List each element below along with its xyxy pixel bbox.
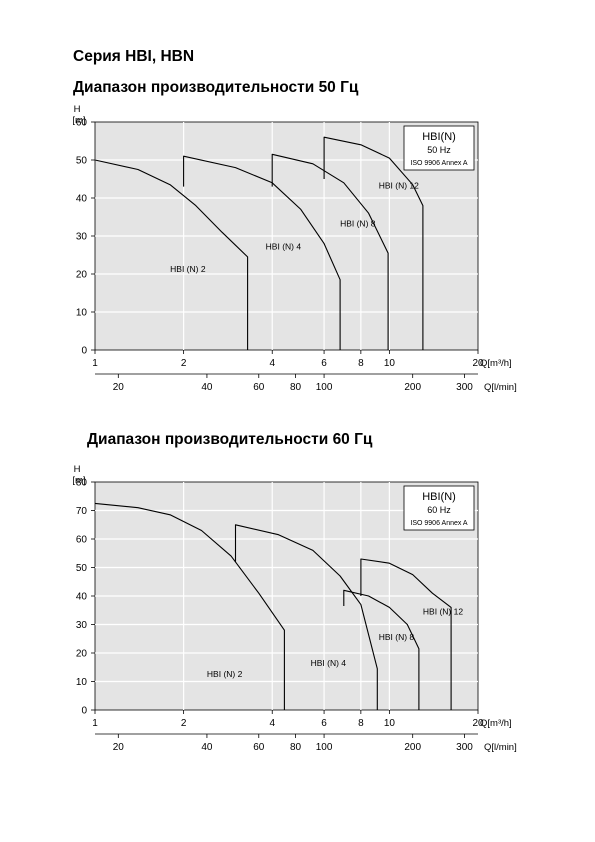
y-tick-label: 80 <box>76 478 88 489</box>
performance-curve <box>360 558 452 710</box>
performance-curve <box>234 524 378 710</box>
x-tick-label: 10 <box>384 358 396 369</box>
y-tick-label: 50 <box>76 156 88 167</box>
x-tick-label: 4 <box>269 718 275 729</box>
y-tick-label: 0 <box>81 346 87 357</box>
secondary-x-tick-label: 100 <box>316 742 333 753</box>
x-tick-label: 8 <box>358 718 364 729</box>
legend-title: HBI(N) <box>422 131 456 143</box>
y-tick-label: 50 <box>76 563 88 574</box>
secondary-x-tick-label: 300 <box>456 382 473 393</box>
curve-label: HBI (N) 2 <box>170 264 206 274</box>
x-tick-label: 1 <box>92 358 98 369</box>
heading-60hz: Диапазон производительности 60 Гц <box>87 431 373 448</box>
y-tick-label: 10 <box>76 677 88 688</box>
y-tick-label: 60 <box>76 535 88 546</box>
legend-standard: ISO 9906 Annex A <box>410 160 468 167</box>
heading-50hz: Диапазон производительности 50 Гц <box>73 79 359 96</box>
x-tick-label: 20 <box>472 718 484 729</box>
secondary-x-tick-label: 300 <box>456 742 473 753</box>
curve-label: HBI (N) 2 <box>207 669 243 679</box>
legend-box <box>403 125 475 171</box>
y-tick-label: 20 <box>76 270 88 281</box>
y-tick-label: 30 <box>76 620 88 631</box>
secondary-x-tick-label: 200 <box>404 382 421 393</box>
legend-standard: ISO 9906 Annex A <box>410 520 468 527</box>
secondary-x-tick-label: 20 <box>113 742 125 753</box>
legend-title: HBI(N) <box>422 491 456 503</box>
x-tick-label: 2 <box>181 358 187 369</box>
y-axis-label: H <box>74 104 81 115</box>
x-tick-label: 4 <box>269 358 275 369</box>
performance-curve <box>94 502 285 710</box>
x-tick-label: 6 <box>321 358 327 369</box>
y-tick-label: 20 <box>76 649 88 660</box>
y-tick-label: 30 <box>76 232 88 243</box>
secondary-x-tick-label: 80 <box>290 742 302 753</box>
performance-curve <box>271 153 389 350</box>
curve-label: HBI (N) 8 <box>340 219 376 229</box>
y-axis-unit: [m] <box>72 475 85 486</box>
x-tick-label: 8 <box>358 358 364 369</box>
legend-frequency: 60 Hz <box>427 505 451 515</box>
legend-box <box>403 485 475 531</box>
secondary-x-tick-label: 80 <box>290 382 302 393</box>
secondary-x-tick-label: 60 <box>253 742 265 753</box>
curve-label: HBI (N) 8 <box>379 632 415 642</box>
performance-curve <box>94 159 249 350</box>
y-tick-label: 0 <box>81 706 87 717</box>
secondary-x-axis-label: Q[l/min] <box>484 742 517 753</box>
secondary-x-axis-label: Q[l/min] <box>484 382 517 393</box>
secondary-x-tick-label: 40 <box>201 382 213 393</box>
y-axis-label: H <box>74 464 81 475</box>
y-tick-label: 60 <box>76 118 88 129</box>
y-axis-unit: [m] <box>72 115 85 126</box>
secondary-x-tick-label: 60 <box>253 382 265 393</box>
y-tick-label: 40 <box>76 592 88 603</box>
x-tick-label: 20 <box>472 358 484 369</box>
curve-label: HBI (N) 12 <box>379 181 419 191</box>
x-tick-label: 6 <box>321 718 327 729</box>
secondary-x-tick-label: 40 <box>201 742 213 753</box>
performance-curve <box>343 589 420 710</box>
x-tick-label: 2 <box>181 718 187 729</box>
performance-curve <box>323 136 424 350</box>
secondary-x-tick-label: 100 <box>316 382 333 393</box>
curve-label: HBI (N) 4 <box>266 241 302 251</box>
curve-label: HBI (N) 12 <box>423 607 463 617</box>
x-axis-label: Q[m³/h] <box>480 358 512 369</box>
x-axis-label: Q[m³/h] <box>480 718 512 729</box>
y-tick-label: 70 <box>76 506 88 517</box>
y-tick-label: 10 <box>76 308 88 319</box>
y-tick-label: 40 <box>76 194 88 205</box>
performance-curve <box>183 155 341 350</box>
x-tick-label: 10 <box>384 718 396 729</box>
series-title: Серия HBI, HBN <box>73 48 195 65</box>
legend-frequency: 50 Hz <box>427 145 451 155</box>
secondary-x-tick-label: 200 <box>404 742 421 753</box>
secondary-x-tick-label: 20 <box>113 382 125 393</box>
curve-label: HBI (N) 4 <box>311 658 347 668</box>
x-tick-label: 1 <box>92 718 98 729</box>
